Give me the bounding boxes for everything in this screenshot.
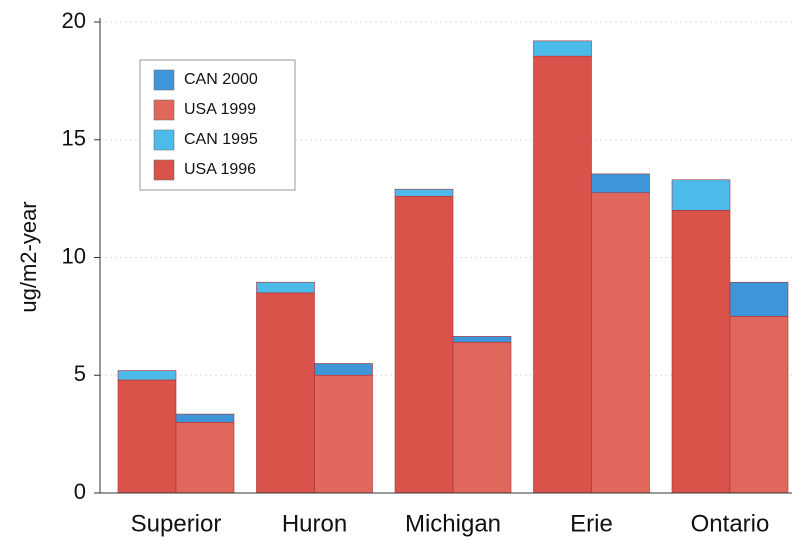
bar-segment xyxy=(394,195,454,494)
bar-segment xyxy=(452,336,512,343)
legend-label: USA 1996 xyxy=(184,161,256,178)
bar-segment xyxy=(175,422,235,494)
y-tick-label: 0 xyxy=(74,479,86,504)
y-tick-label: 10 xyxy=(62,243,86,268)
x-tick-label: Michigan xyxy=(405,510,501,537)
bar-segment xyxy=(175,413,235,423)
y-tick-label: 15 xyxy=(62,126,86,151)
x-tick-label: Ontario xyxy=(691,510,770,537)
legend-swatch xyxy=(153,69,175,91)
y-tick-label: 20 xyxy=(62,8,86,33)
x-tick-label: Huron xyxy=(282,510,347,537)
bar-segment xyxy=(729,281,789,317)
legend-swatch xyxy=(153,129,175,151)
x-tick-label: Superior xyxy=(131,510,222,537)
bar-segment xyxy=(256,281,315,294)
bar-segment xyxy=(671,179,731,211)
x-tick-label: Erie xyxy=(570,510,613,537)
bar-segment xyxy=(314,363,373,376)
bar-segment xyxy=(591,173,650,194)
bar-segment xyxy=(671,210,731,494)
bar-segment xyxy=(117,379,177,494)
bar-segment xyxy=(256,292,315,494)
y-axis-label: ug/m2-year xyxy=(16,201,41,312)
bar-segment xyxy=(533,55,592,494)
legend-swatch xyxy=(153,159,175,181)
y-tick-label: 5 xyxy=(74,361,86,386)
bar-segment xyxy=(452,341,512,494)
legend-label: USA 1999 xyxy=(184,101,256,118)
bar-segment xyxy=(591,192,650,494)
legend-label: CAN 2000 xyxy=(184,71,258,88)
bar-segment xyxy=(533,40,592,57)
legend-swatch xyxy=(153,99,175,121)
bar-segment xyxy=(117,370,177,381)
bar-segment xyxy=(314,374,373,494)
bar-segment xyxy=(394,188,454,197)
bar-segment xyxy=(729,316,789,494)
legend-label: CAN 1995 xyxy=(184,131,258,148)
